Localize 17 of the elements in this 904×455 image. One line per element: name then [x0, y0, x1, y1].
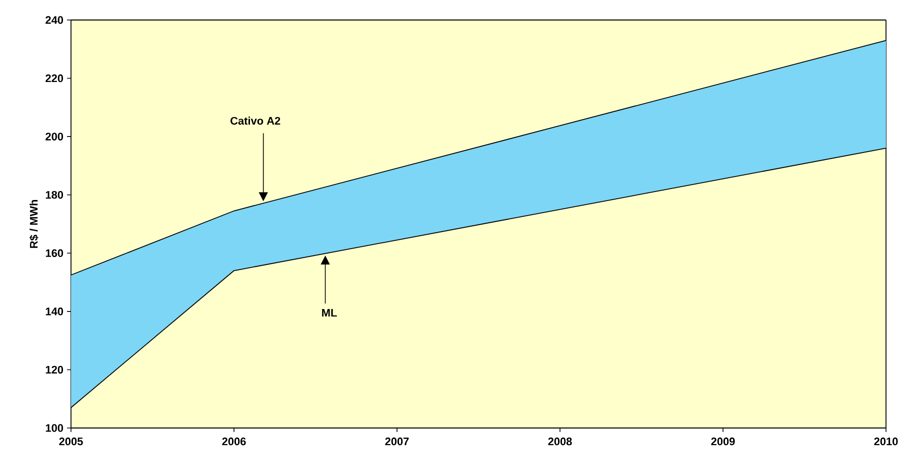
y-tick-label: 220 — [46, 74, 64, 82]
x-tick-label: 2006 — [222, 438, 246, 446]
y-tick-label: 100 — [46, 424, 64, 432]
x-tick-label: 2009 — [711, 438, 735, 446]
y-tick-label: 140 — [46, 308, 64, 316]
y-tick-label: 120 — [46, 366, 64, 374]
annotation: Cativo A2 — [230, 116, 280, 125]
annotation: ML — [322, 309, 337, 317]
y-tick-label: 240 — [46, 16, 64, 24]
y-tick-label: 200 — [46, 132, 64, 140]
x-tick-label: 2007 — [385, 438, 409, 446]
x-tick-label: 2008 — [548, 438, 572, 446]
y-tick-label: 180 — [46, 190, 64, 199]
y-tick-label: 160 — [46, 249, 64, 258]
x-tick-label: 2010 — [874, 438, 898, 446]
y-axis-title: R$ / MWh — [29, 200, 38, 248]
x-tick-label: 2005 — [59, 438, 83, 446]
